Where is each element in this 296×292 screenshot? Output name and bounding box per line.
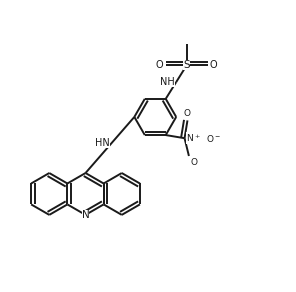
Text: N: N (82, 210, 89, 220)
Text: O: O (156, 60, 163, 70)
Text: S: S (183, 60, 190, 70)
Text: N$^+$: N$^+$ (186, 132, 201, 144)
Text: O: O (210, 60, 218, 70)
Text: O: O (190, 158, 197, 167)
Text: NH: NH (160, 77, 175, 87)
Text: HN: HN (95, 138, 110, 148)
Text: O$^-$: O$^-$ (206, 133, 221, 144)
Text: O: O (184, 109, 191, 117)
